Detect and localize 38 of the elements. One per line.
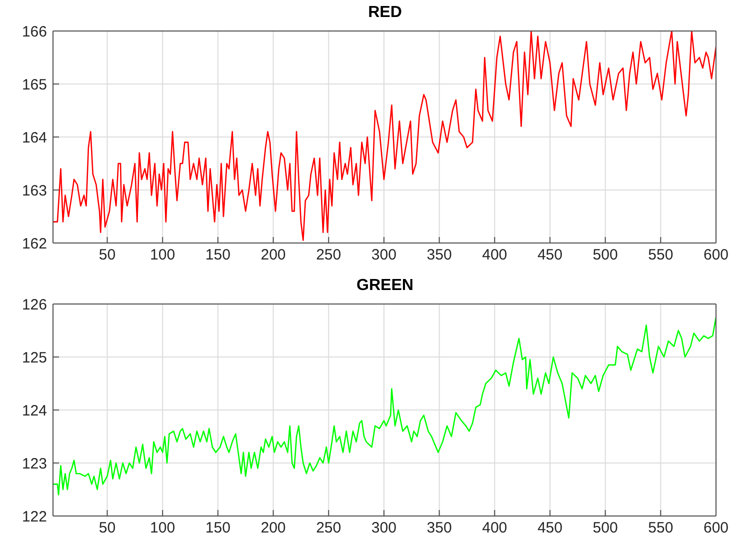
y-tick-label: 164	[22, 129, 47, 146]
x-tick-label: 550	[648, 520, 674, 537]
y-tick-label: 165	[22, 76, 47, 94]
x-tick-label: 300	[371, 520, 396, 537]
x-tick-label: 600	[703, 246, 729, 264]
x-tick-label: 400	[482, 246, 508, 264]
x-tick-label: 100	[150, 246, 176, 264]
x-tick-label: 50	[98, 520, 116, 537]
line-series	[53, 31, 716, 241]
y-tick-label: 162	[22, 235, 47, 252]
chart-title: RED	[368, 4, 402, 21]
y-tick-label: 122	[22, 508, 47, 526]
x-tick-label: 100	[150, 520, 176, 537]
x-tick-label: 350	[426, 520, 452, 537]
x-tick-label: 550	[648, 246, 674, 264]
y-tick-label: 126	[22, 296, 47, 314]
y-tick-label: 123	[22, 455, 47, 472]
x-tick-label: 500	[592, 520, 618, 537]
x-tick-label: 500	[592, 246, 618, 264]
y-tick-label: 125	[22, 349, 47, 366]
chart-title: GREEN	[356, 277, 414, 294]
x-tick-label: 350	[426, 246, 452, 264]
x-tick-label: 300	[371, 246, 396, 264]
x-tick-label: 150	[205, 246, 230, 264]
x-tick-label: 150	[205, 520, 230, 537]
x-tick-label: 600	[703, 520, 729, 537]
y-tick-label: 124	[22, 402, 47, 420]
x-tick-label: 400	[482, 520, 508, 537]
x-tick-label: 450	[537, 246, 562, 264]
x-tick-label: 250	[316, 520, 342, 537]
y-tick-label: 163	[22, 182, 47, 200]
x-tick-label: 450	[537, 520, 562, 537]
line-series	[53, 316, 716, 496]
y-tick-label: 166	[22, 23, 47, 40]
x-tick-label: 50	[98, 246, 116, 264]
x-tick-label: 200	[260, 520, 286, 537]
x-tick-label: 250	[316, 246, 342, 264]
x-tick-label: 200	[260, 246, 286, 264]
